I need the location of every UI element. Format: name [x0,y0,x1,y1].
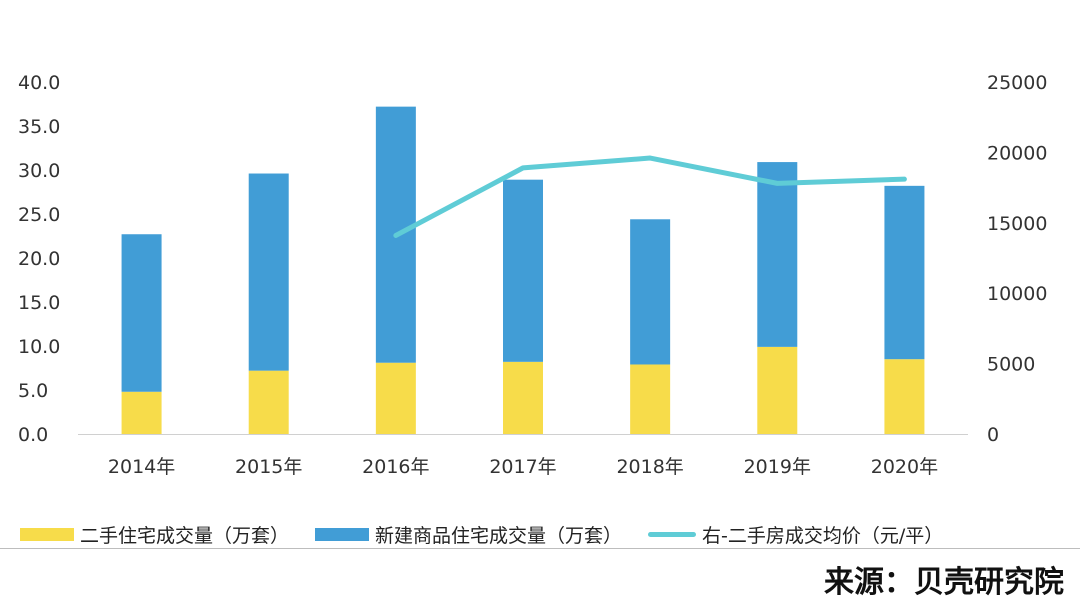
x-tick-label: 2019年 [744,456,811,478]
x-tick-label: 2017年 [489,456,556,478]
y-left-tick-label: 40.0 [18,72,60,94]
divider [0,548,1080,549]
bar-new-home [503,179,543,362]
bar-used-home [248,370,289,434]
legend-swatch-new-home [315,527,370,541]
y-right-tick-label: 20000 [987,142,1047,164]
x-tick-label: 2014年 [108,456,175,478]
y-left-tick-label: 15.0 [18,292,60,314]
x-tick-label: 2018年 [616,456,683,478]
y-left-tick-label: 10.0 [18,336,60,358]
y-right-tick-label: 25000 [987,72,1047,94]
x-tick-label: 2015年 [235,456,302,478]
bar-used-home [375,362,416,434]
legend-label-price: 右-二手房成交均价（元/平） [702,524,944,547]
bar-used-home [884,359,925,434]
y-left-tick-label: 25.0 [18,204,60,226]
legend-swatch-used-home [20,527,74,541]
bar-new-home [630,219,671,365]
bar-new-home [248,173,289,371]
x-tick-label: 2020年 [871,456,938,478]
legend-label-new-home: 新建商品住宅成交量（万套） [375,524,623,547]
y-right-tick-label: 5000 [987,354,1035,376]
legend-item-used-home: 二手住宅成交量（万套） [20,521,289,548]
bar-new-home [884,185,925,360]
x-tick-label: 2016年 [362,456,429,478]
bar-used-home [757,346,798,434]
y-left-tick-label: 0.0 [18,424,48,446]
legend-swatch-price [648,531,697,537]
legend-item-price: 右-二手房成交均价（元/平） [648,521,943,548]
bar-new-home [121,234,162,392]
y-left-tick-label: 35.0 [18,116,60,138]
bar-used-home [630,364,671,434]
source-label: 来源：贝壳研究院 [824,565,1064,600]
legend-item-new-home: 新建商品住宅成交量（万套） [315,521,622,548]
y-left-tick-label: 20.0 [18,248,60,270]
bar-used-home [503,361,543,434]
y-right-tick-label: 0 [987,424,999,446]
y-left-tick-label: 30.0 [18,160,60,182]
bar-used-home [121,391,162,434]
y-left-tick-label: 5.0 [18,380,48,402]
y-right-tick-label: 10000 [987,283,1047,305]
y-right-tick-label: 15000 [987,213,1047,235]
legend: 二手住宅成交量（万套） 新建商品住宅成交量（万套） 右-二手房成交均价（元/平） [20,520,1070,548]
bar-new-home [757,162,798,347]
legend-label-used-home: 二手住宅成交量（万套） [80,524,290,547]
chart: 0.0 5.0 10.0 15.0 20.0 25.0 30.0 35.0 40.0 0 5000 1… [18,72,1047,478]
